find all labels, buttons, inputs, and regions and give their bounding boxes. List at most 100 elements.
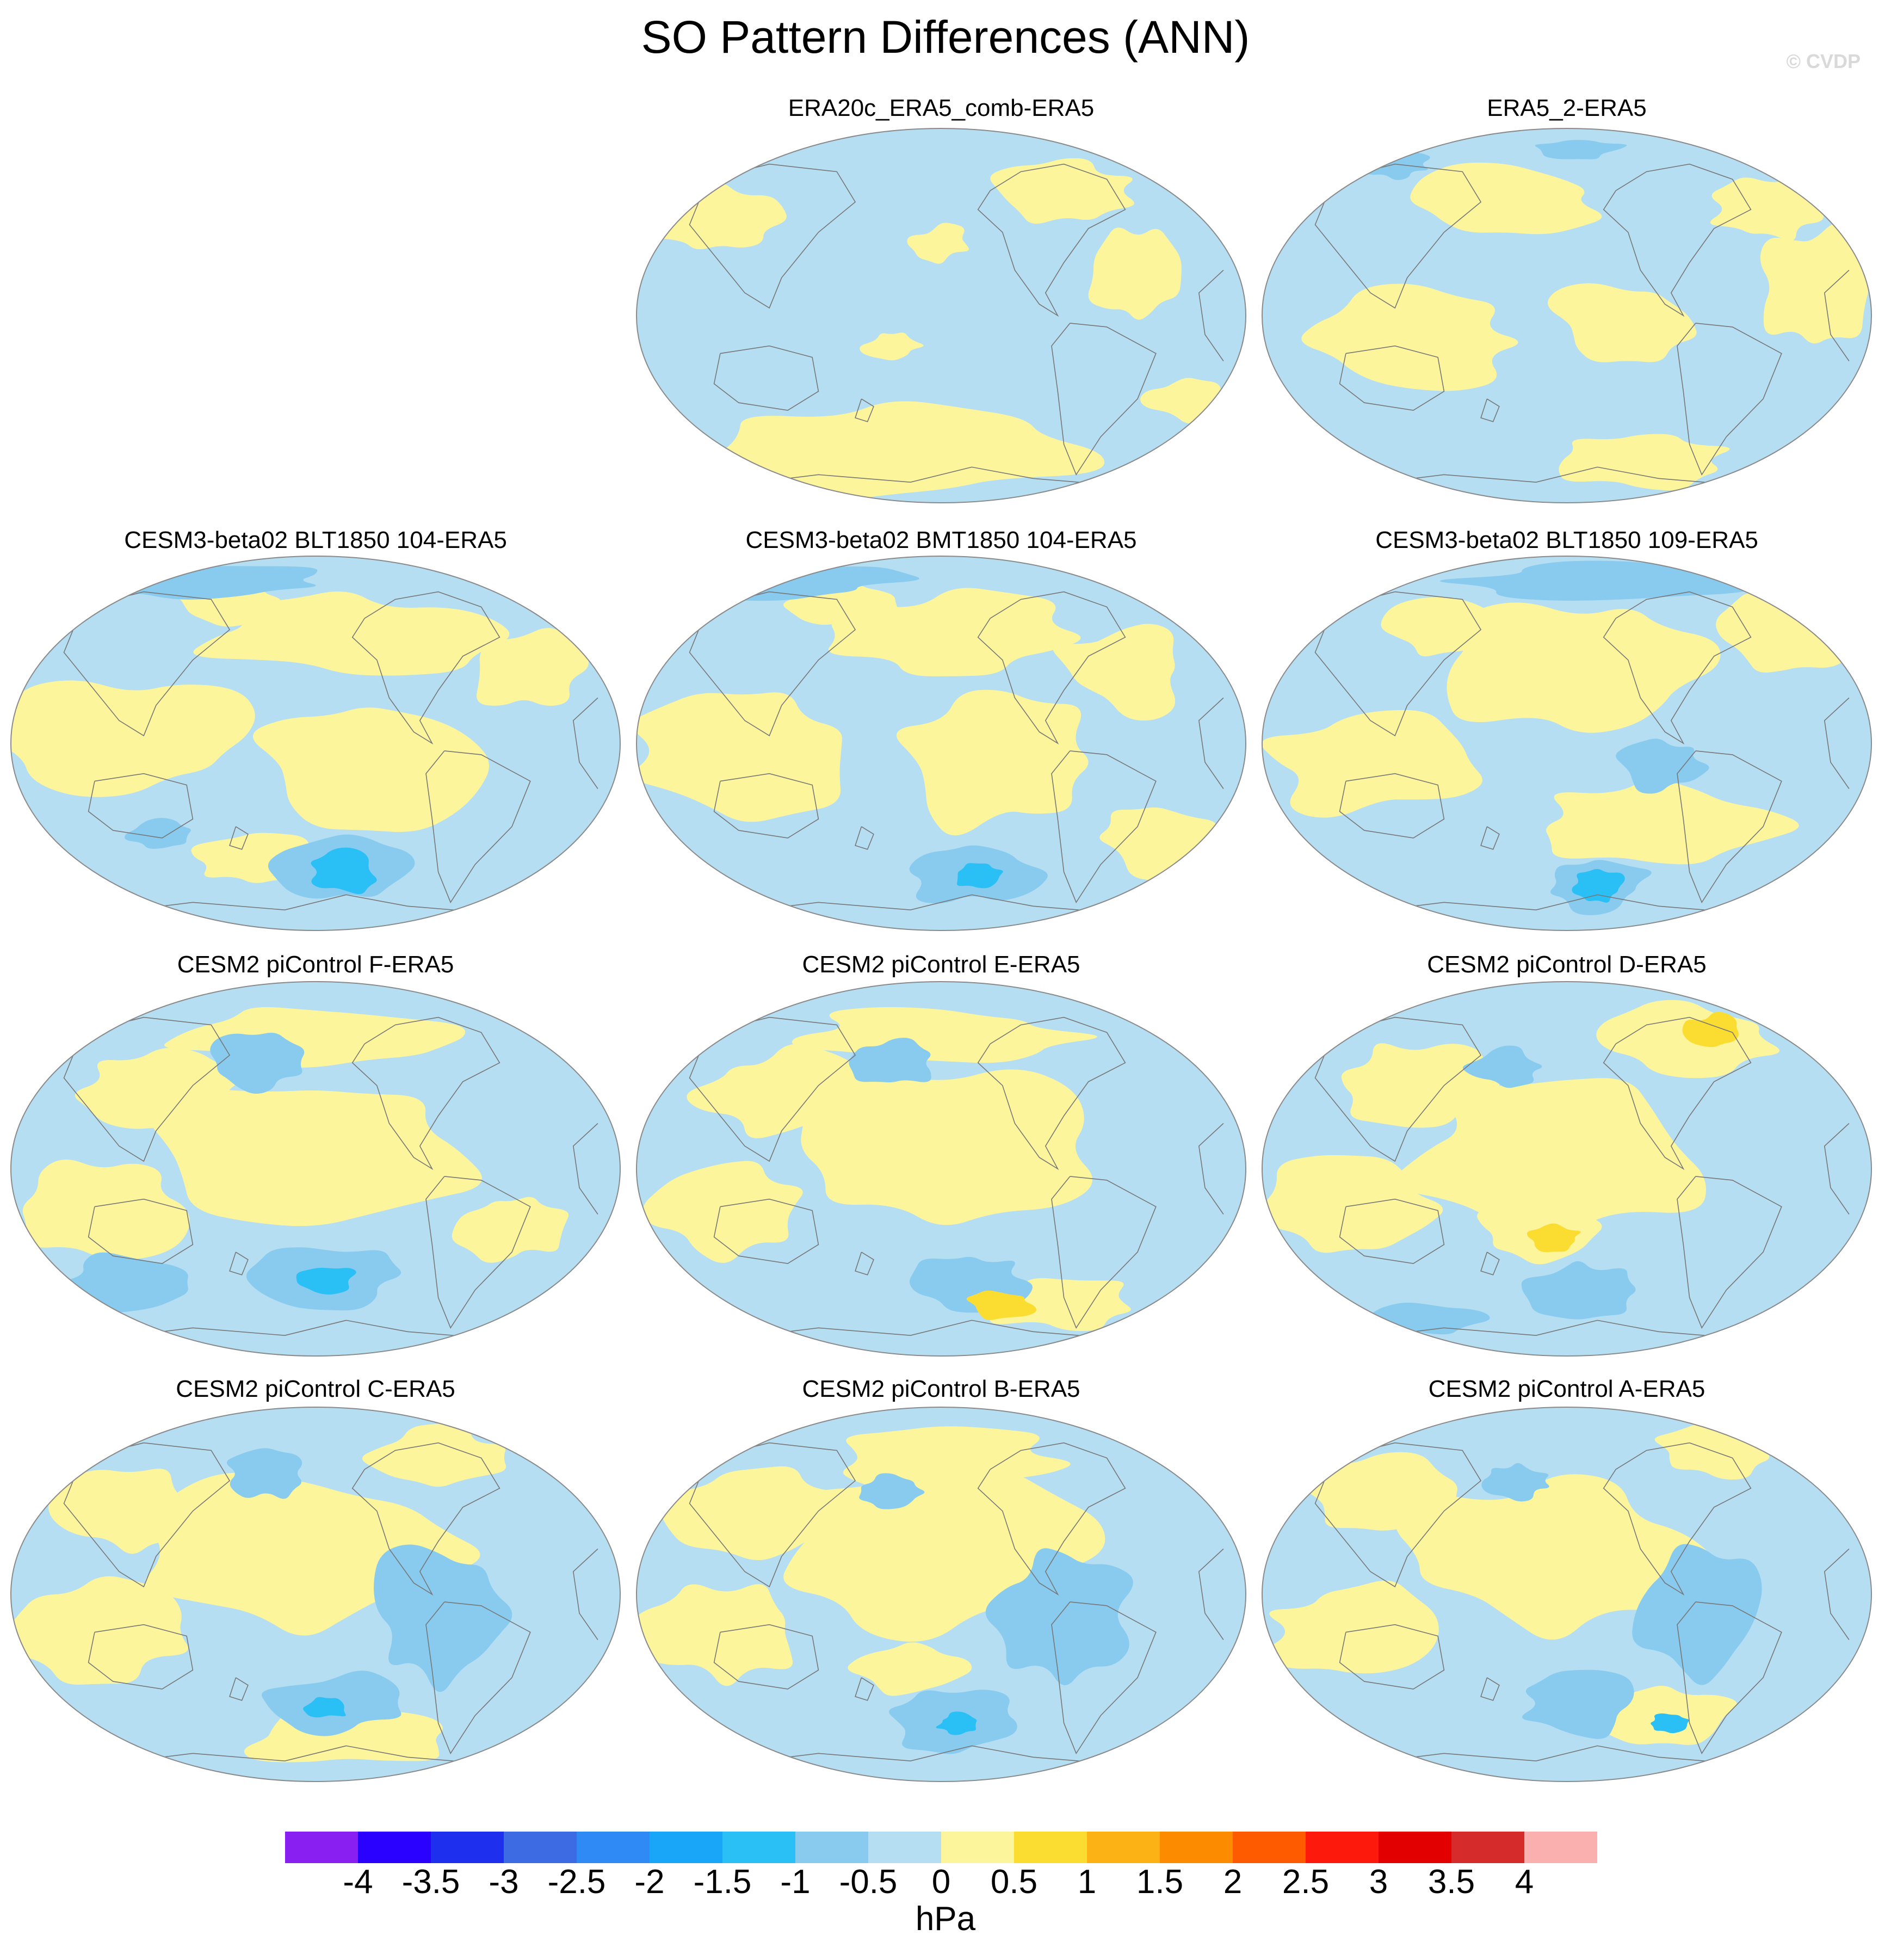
coastline [1480, 1252, 1500, 1275]
coastline [1603, 1442, 1752, 1596]
map-border [10, 981, 621, 1357]
coastline [1677, 1176, 1782, 1329]
strong-negative-anomaly [311, 847, 377, 895]
positive-anomaly-region [1053, 624, 1176, 721]
colorbar-tick-label: -0.5 [839, 1863, 898, 1901]
colorbar-swatch [868, 1832, 942, 1863]
coastline [1352, 466, 1751, 486]
colorbar-tick-label: 4 [1515, 1863, 1534, 1901]
coastline [855, 1252, 874, 1275]
positive-anomaly-region [1301, 283, 1518, 391]
map-panel [1262, 981, 1872, 1357]
coastline [977, 1016, 1126, 1170]
coastline [1314, 591, 1482, 737]
colorbar-swatch [650, 1832, 723, 1863]
colorbar-tick-label: 2 [1223, 1863, 1243, 1901]
coastline [1051, 1176, 1157, 1329]
positive-anomaly-region [1410, 162, 1602, 235]
map-border [10, 556, 621, 931]
map-border [636, 981, 1246, 1357]
strong-negative-anomaly [936, 1711, 977, 1735]
coastline [1051, 750, 1157, 904]
colorbar-swatch [1451, 1832, 1525, 1863]
colorbar-swatch [941, 1832, 1015, 1863]
map-panel [10, 556, 621, 931]
strong-positive-anomaly [1682, 1012, 1739, 1047]
coastline [1339, 773, 1445, 839]
positive-anomaly-region [636, 692, 842, 822]
negative-anomaly-region [226, 1448, 302, 1499]
colorbar-tick-label: 1 [1077, 1863, 1097, 1901]
negative-anomaly-region [985, 1548, 1133, 1685]
colorbar-tick-label: -1.5 [693, 1863, 752, 1901]
coastline [855, 1677, 874, 1701]
panel-title: CESM2 piControl A-ERA5 [1428, 1376, 1705, 1402]
positive-anomaly-region [452, 1197, 569, 1263]
coastline [726, 466, 1126, 486]
positive-anomaly-region [848, 1642, 972, 1696]
panel-title: CESM2 piControl F-ERA5 [177, 951, 454, 978]
positive-anomaly-region [1263, 1155, 1443, 1253]
coastline [229, 1677, 249, 1701]
negative-anomaly-region [1521, 1261, 1636, 1320]
coastline [229, 826, 249, 850]
colorbar-swatch [577, 1832, 650, 1863]
positive-anomaly-region [75, 1047, 248, 1132]
negative-anomaly-region [1616, 738, 1709, 794]
strong-negative-anomaly [1651, 1713, 1689, 1734]
negative-anomaly-region [1462, 1045, 1542, 1088]
colorbar-tick-label: 3 [1369, 1863, 1388, 1901]
colorbar-swatch [1306, 1832, 1379, 1863]
colorbar-tick-label: 0 [931, 1863, 951, 1901]
negative-anomaly-region [1632, 1544, 1762, 1685]
positive-anomaly-region [990, 158, 1134, 224]
coastline [713, 1198, 819, 1264]
positive-anomaly-region [639, 183, 787, 250]
coastline [351, 591, 500, 745]
map-panel [10, 981, 621, 1357]
colorbar-tick-label: -1 [780, 1863, 811, 1901]
coastline [855, 826, 874, 850]
coastline [726, 1745, 1126, 1765]
map-border [1262, 1407, 1872, 1782]
coastline [689, 591, 856, 737]
coastline [1198, 1548, 1224, 1640]
coastline [855, 398, 874, 422]
positive-anomaly-region [150, 1089, 482, 1226]
coastline [977, 591, 1126, 745]
coastline [229, 1252, 249, 1275]
coastline [1051, 323, 1157, 476]
positive-anomaly-region [1760, 222, 1869, 344]
positive-anomaly-region [362, 1422, 506, 1487]
map-panel [636, 556, 1246, 931]
map-panel [10, 1407, 621, 1782]
coastline [1339, 1198, 1445, 1264]
coastline [351, 1016, 500, 1170]
coastline [351, 1442, 500, 1596]
colorbar-swatch [1233, 1832, 1306, 1863]
coastline [101, 894, 500, 914]
map-border [636, 1407, 1246, 1782]
coastline [101, 1320, 500, 1340]
coastline [977, 163, 1126, 317]
coastline [101, 1745, 500, 1765]
positive-anomaly-region [1088, 227, 1182, 320]
map-border [10, 1407, 621, 1782]
colorbar-swatch [504, 1832, 577, 1863]
coastline [1314, 163, 1482, 309]
colorbar-swatch [358, 1832, 431, 1863]
colorbar-tick-label: 0.5 [990, 1863, 1038, 1901]
positive-anomaly-region [1395, 1078, 1707, 1231]
negative-anomaly-region [374, 1544, 512, 1692]
positive-anomaly-region [907, 223, 969, 264]
map-border [1262, 556, 1872, 931]
negative-anomaly-region [210, 1032, 305, 1094]
positive-anomaly-region [1341, 1043, 1500, 1128]
coastline [1824, 1123, 1850, 1215]
colorbar-swatch [1524, 1832, 1597, 1863]
coastline [63, 591, 231, 737]
panel-title: CESM3-beta02 BLT1850 104-ERA5 [124, 527, 507, 553]
panel-title: CESM2 piControl B-ERA5 [802, 1376, 1080, 1402]
coastline [1198, 269, 1224, 361]
strong-positive-anomaly [1527, 1223, 1581, 1253]
